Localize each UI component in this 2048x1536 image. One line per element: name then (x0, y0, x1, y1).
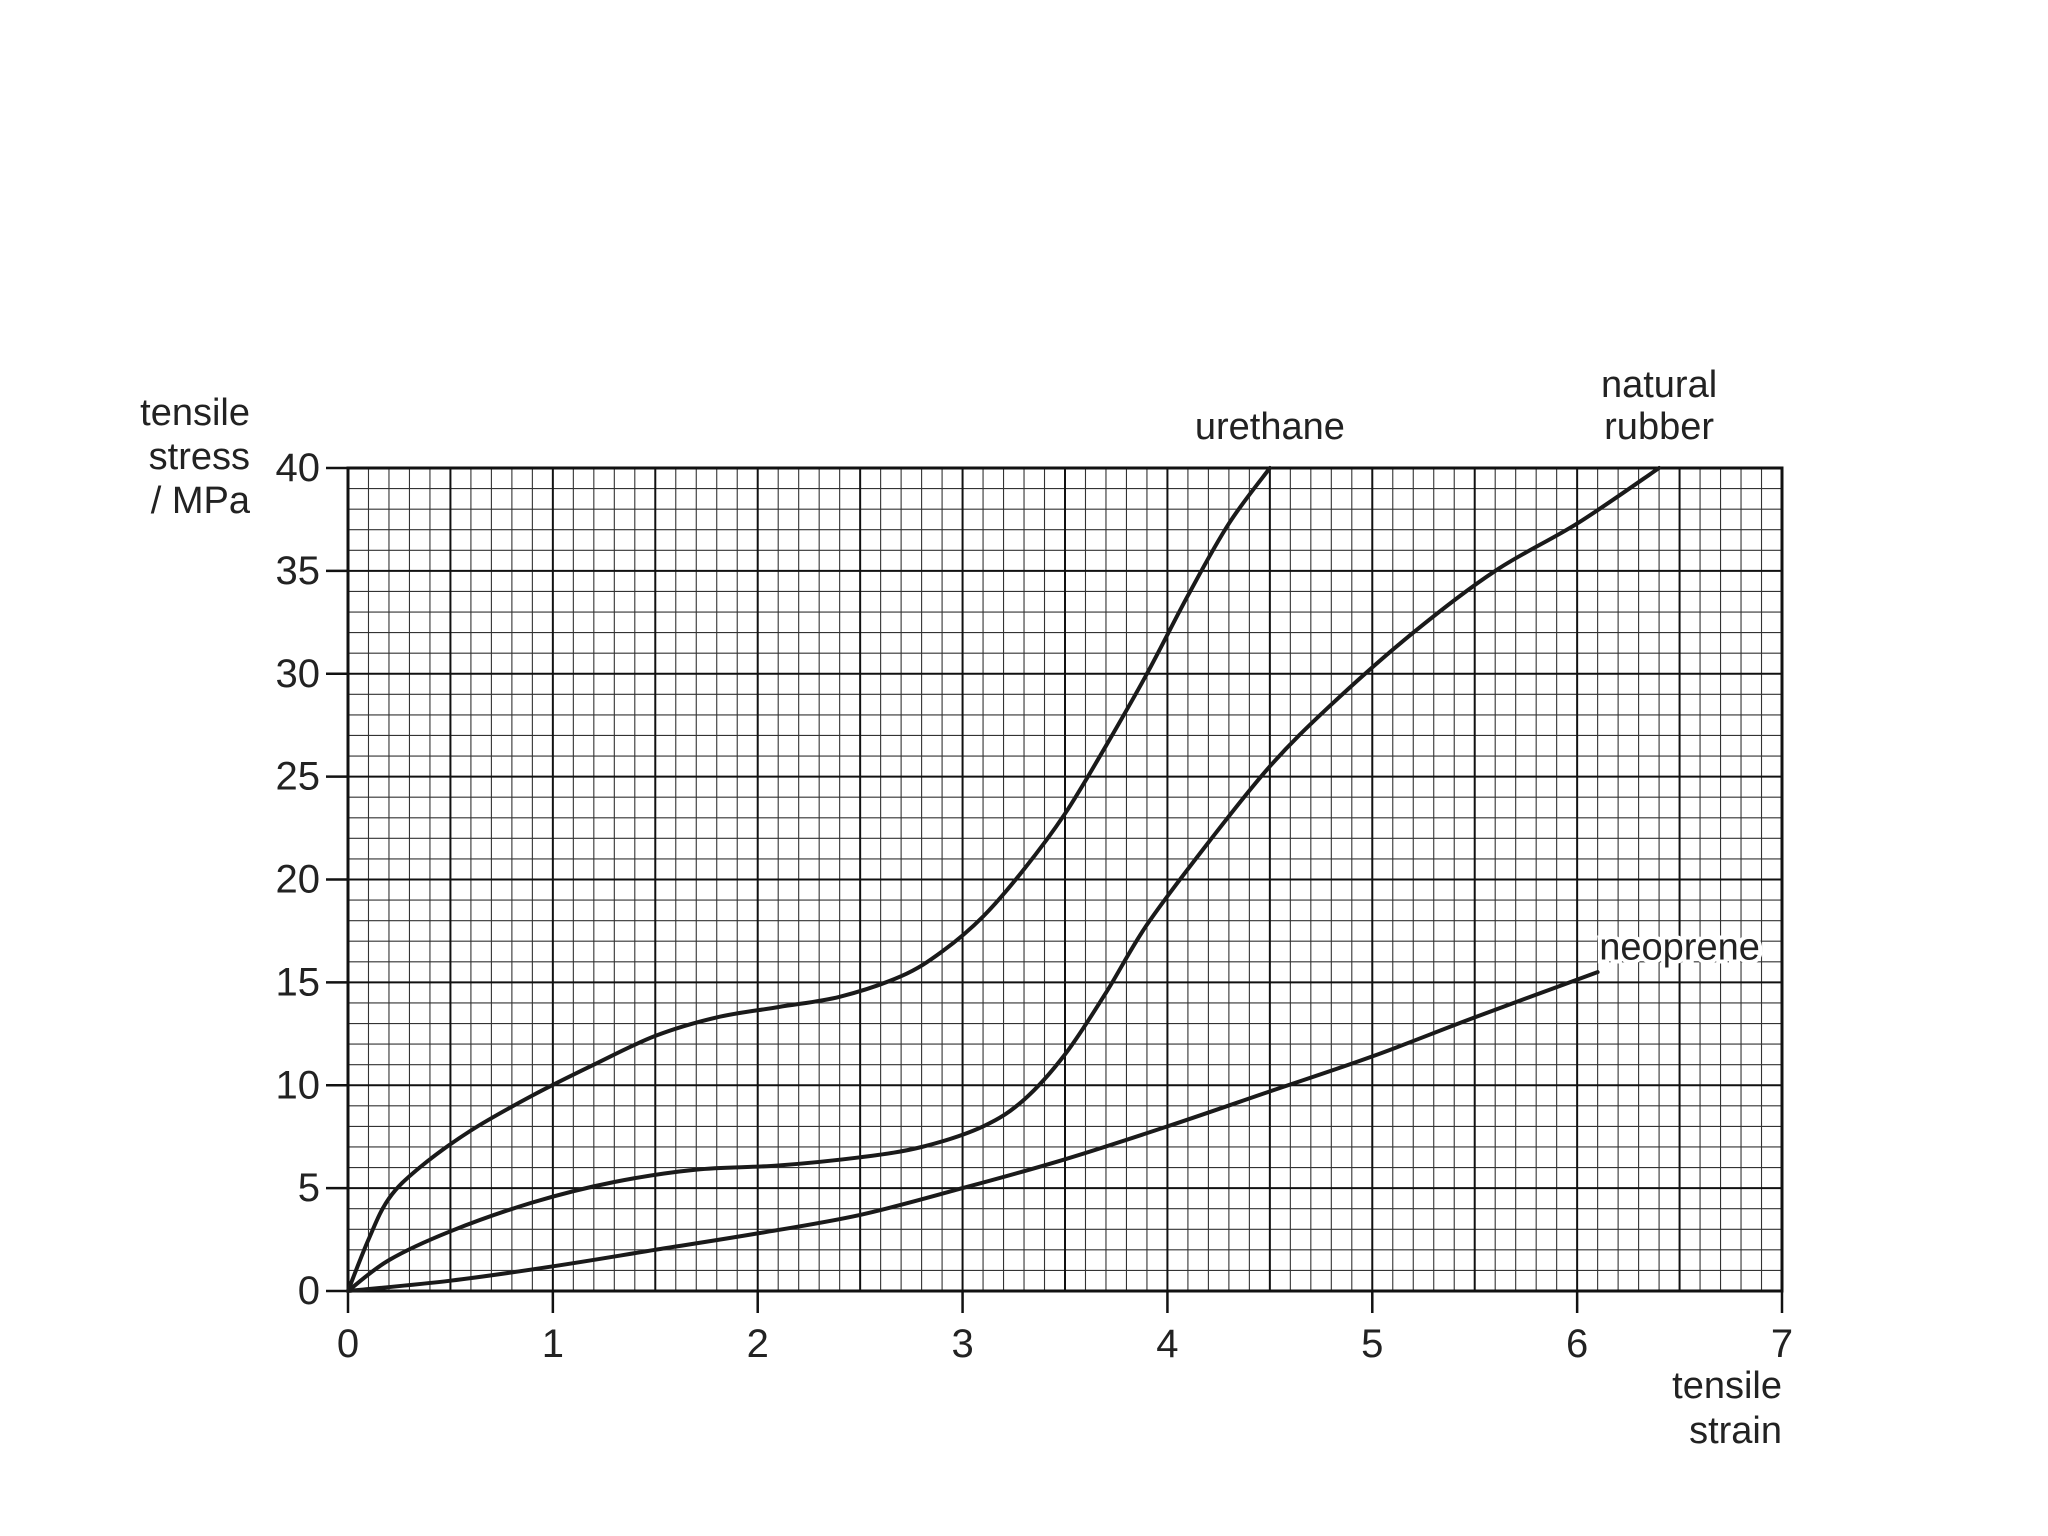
x-tick-label: 4 (1156, 1322, 1178, 1366)
grid-major (347, 467, 1783, 1292)
series-layer (346, 466, 1662, 1293)
y-tick-label: 15 (276, 960, 321, 1004)
series-label-neoprene: neoprene (1599, 926, 1760, 968)
y-tick-label: 35 (276, 549, 321, 593)
y-tick-label: 25 (276, 755, 321, 799)
y-axis-label-line: stress (149, 436, 250, 478)
y-axis-label-line: / MPa (151, 480, 251, 522)
x-tick-label: 2 (747, 1322, 769, 1366)
series-line-neoprene (346, 970, 1600, 1293)
series-label-urethane: urethane (1195, 406, 1345, 448)
x-tick-label: 3 (951, 1322, 973, 1366)
x-tick-label: 6 (1566, 1322, 1588, 1366)
series-label-natural-rubber: rubber (1604, 406, 1714, 448)
series-line-urethane (346, 466, 1272, 1293)
y-tick-label: 20 (276, 858, 321, 902)
series-label-halo: natural (1601, 364, 1717, 406)
x-tick-label: 7 (1771, 1322, 1793, 1366)
x-tick-label: 5 (1361, 1322, 1383, 1366)
x-tick-label: 0 (337, 1322, 359, 1366)
y-tick-label: 30 (276, 652, 321, 696)
series-label-natural-rubber: natural (1601, 364, 1717, 406)
x-axis-label-line: tensile (1672, 1365, 1782, 1407)
series-label-halo: urethane (1195, 406, 1345, 448)
series-line-natural-rubber (346, 466, 1662, 1293)
labels-layer: urethaneurethanenaturalnaturalrubberrubb… (1191, 360, 1764, 973)
series-label-halo: neoprene (1599, 926, 1760, 968)
y-tick-label: 0 (298, 1269, 320, 1313)
series-label-halo: rubber (1604, 406, 1714, 448)
x-tick-label: 1 (542, 1322, 564, 1366)
y-tick-label: 40 (276, 446, 321, 490)
y-tick-label: 10 (276, 1063, 321, 1107)
y-tick-label: 5 (298, 1166, 320, 1210)
y-axis-label-line: tensile (140, 392, 250, 434)
x-axis-label-line: strain (1689, 1410, 1782, 1452)
